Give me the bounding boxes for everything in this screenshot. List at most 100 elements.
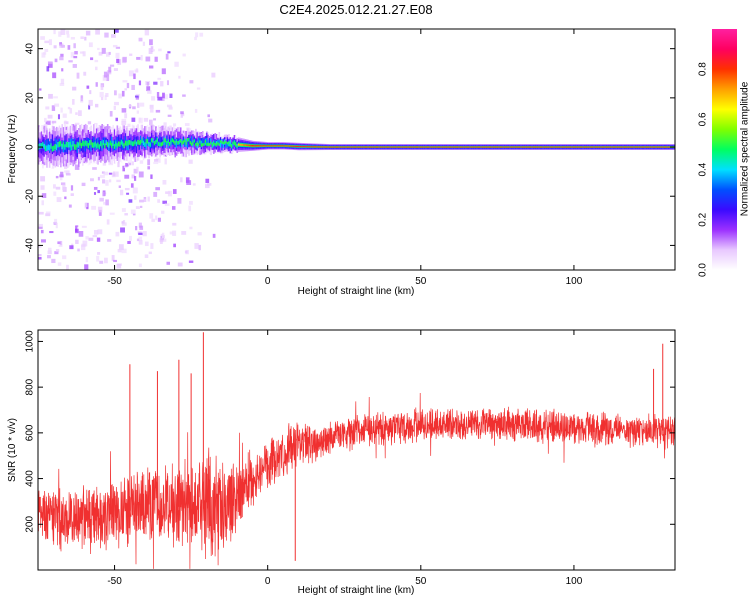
spectrogram-ridge-cell — [210, 141, 212, 145]
spectrogram-noise-cell — [166, 104, 172, 108]
spectrogram-noise-cell — [174, 61, 179, 67]
spectrogram-noise-cell — [138, 80, 142, 86]
spectrogram-ridge-cell — [308, 146, 310, 148]
spectrogram-ridge-cell — [415, 146, 418, 148]
spectrogram-noise-cell — [189, 80, 194, 84]
spectrogram-ridge-cell — [506, 146, 509, 148]
spectrogram-ridge-cell — [210, 138, 212, 145]
spectrogram-ridge-cell — [516, 146, 518, 148]
spectrogram-noise-cell — [97, 190, 100, 194]
spectrogram-ridge-cell — [277, 145, 280, 147]
spectrogram-ridge-cell — [106, 141, 109, 147]
spectrogram-ridge-cell — [77, 142, 80, 148]
spectrogram-ridge-cell — [84, 140, 87, 146]
spectrogram-ridge-cell — [297, 145, 299, 148]
spectrogram-ridge-cell — [298, 146, 301, 148]
spectrogram-noise-cell — [41, 52, 46, 58]
spectrogram-noise-cell — [81, 225, 87, 228]
spectrogram-noise-cell — [119, 189, 124, 196]
spectrogram-ridge-cell — [310, 146, 313, 148]
spectrogram-noise-cell — [132, 187, 138, 194]
spectrogram-ridge-cell — [629, 146, 631, 148]
spectrogram-ridge-cell — [149, 142, 152, 147]
spectrogram-ridge-cell — [360, 146, 363, 148]
spectrogram-ridge-cell — [578, 146, 580, 148]
spectrogram-ridge-cell — [264, 145, 266, 147]
spectrogram-noise-cell — [207, 114, 210, 118]
spectrogram-noise-cell — [57, 262, 62, 266]
spectrogram-noise-cell — [38, 211, 44, 215]
spectrogram-noise-cell — [169, 231, 174, 235]
spectrogram-noise-cell — [125, 163, 128, 167]
spectrogram-ridge-cell — [558, 146, 561, 148]
spectrogram-ridge-cell — [111, 136, 113, 148]
spectrogram-ridge-cell — [148, 141, 150, 147]
spectrogram-ridge-cell — [353, 146, 356, 148]
spectrogram-ridge-cell — [394, 146, 397, 148]
spectrogram-noise-cell — [72, 86, 77, 91]
spectrogram-noise-cell — [153, 81, 158, 85]
spectrogram-ridge-cell — [543, 146, 546, 148]
spectrogram-noise-cell — [70, 193, 74, 196]
spectrogram-ridge-cell — [313, 146, 316, 148]
spectrogram-noise-cell — [113, 68, 118, 71]
spectrogram-noise-cell — [103, 171, 109, 176]
spectrogram-ridge-cell — [627, 146, 630, 148]
spectrogram-noise-cell — [138, 222, 142, 228]
spectrogram-ridge-cell — [206, 143, 208, 147]
spectrogram-ridge-cell — [662, 146, 664, 148]
spectrogram-ridge-cell — [137, 139, 139, 145]
spectrogram-noise-cell — [173, 243, 176, 248]
spectrogram-ridge-cell — [90, 140, 92, 152]
spectrogram-ridge-cell — [69, 141, 72, 148]
spectrogram-ridge-cell — [266, 145, 269, 147]
spectrogram-noise-cell — [188, 205, 192, 212]
spectrogram-ridge-cell — [320, 146, 323, 148]
spectrogram-noise-cell — [147, 90, 152, 94]
spectrogram-ridge-cell — [557, 146, 560, 148]
spectrogram-noise-cell — [41, 200, 44, 206]
spectrogram-noise-cell — [155, 157, 159, 161]
spectrogram-ridge-cell — [50, 143, 53, 149]
spectrogram-noise-cell — [129, 53, 133, 56]
spectrogram-noise-cell — [121, 248, 127, 254]
spectrogram-ridge-cell — [491, 146, 494, 148]
spectrogram-ridge-cell — [372, 146, 375, 148]
spectrogram-noise-cell — [134, 195, 137, 200]
spectrogram-ridge-cell — [574, 146, 576, 148]
spectrogram-ridge-cell — [467, 146, 470, 148]
spectrogram-noise-cell — [85, 236, 89, 240]
spectrogram-noise-cell — [181, 231, 187, 235]
spectrogram-noise-cell — [98, 209, 102, 216]
spectrogram-ridge-cell — [618, 146, 620, 148]
spectrogram-ridge-cell — [339, 146, 342, 148]
spectrogram-noise-cell — [62, 113, 67, 118]
spectrogram-ridge-cell — [579, 146, 582, 148]
spectrogram-panel: -50 0 50 100 -40 -20 0 20 40 Height of straight… — [7, 28, 676, 297]
spectrogram-noise-cell — [75, 228, 79, 234]
spectrogram-ridge-cell — [250, 144, 252, 147]
spectrogram-ridge-cell — [416, 146, 419, 148]
spectrogram-ridge-cell — [334, 146, 336, 148]
spectrogram-noise-cell — [118, 244, 124, 250]
spectrogram-ridge-cell — [168, 141, 171, 146]
snr-panel: -50 0 50 100 200 400 600 800 1000 Height of str… — [7, 329, 676, 596]
spectrogram-ridge-cell — [217, 142, 219, 145]
spectrogram-ridge-cell — [667, 146, 670, 148]
spectrogram-ridge-cell — [440, 146, 443, 148]
spectrogram-ridge-cell — [535, 146, 538, 148]
spectrogram-noise-cell — [124, 88, 128, 91]
spectrogram-ridge-cell — [488, 146, 491, 148]
spectrogram-ridge-cell — [490, 146, 492, 148]
spectrogram-ridge-cell — [663, 146, 666, 148]
spectrogram-ridge-cell — [127, 140, 130, 146]
spectrogram-noise-cell — [178, 75, 181, 79]
spectrogram-ridge-cell — [174, 141, 177, 145]
spectrogram-ridge-cell — [386, 146, 389, 148]
spectrogram-noise-cell — [60, 107, 63, 113]
spectrogram-noise-cell — [97, 47, 100, 51]
spectrogram-ridge-cell — [448, 146, 451, 148]
snr-y-tick-label: 600 — [25, 424, 36, 441]
spectrogram-ridge-cell — [648, 146, 651, 148]
spectrogram-noise-cell — [188, 159, 193, 164]
